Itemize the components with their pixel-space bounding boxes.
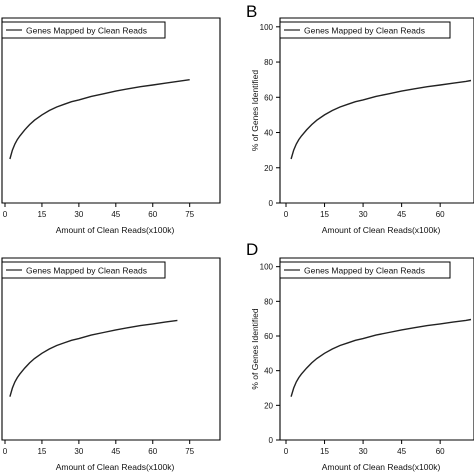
x-tick-label-d: 60 bbox=[436, 447, 445, 456]
panel-letter-b: B bbox=[246, 2, 257, 21]
x-tick-label-a: 0 bbox=[3, 210, 8, 219]
y-tick-label-b: 80 bbox=[264, 58, 273, 67]
x-tick-label-c: 15 bbox=[37, 447, 46, 456]
x-axis-title-b: Amount of Clean Reads(x100k) bbox=[322, 225, 441, 235]
series-line-b bbox=[290, 79, 472, 160]
x-axis-title-d: Amount of Clean Reads(x100k) bbox=[322, 462, 441, 472]
x-tick-label-a: 30 bbox=[74, 210, 83, 219]
x-tick-label-d: 30 bbox=[359, 447, 368, 456]
x-tick-label-b: 60 bbox=[436, 210, 445, 219]
x-tick-label-a: 45 bbox=[111, 210, 120, 219]
x-tick-label-c: 75 bbox=[185, 447, 194, 456]
x-tick-label-c: 60 bbox=[148, 447, 157, 456]
y-axis-title-b: % of Genes Identified bbox=[250, 70, 260, 152]
y-tick-label-b: 0 bbox=[269, 199, 274, 208]
y-tick-label-b: 40 bbox=[264, 129, 273, 138]
y-tick-label-d: 20 bbox=[264, 401, 273, 410]
plot-frame-b bbox=[279, 17, 474, 204]
y-tick-label-d: 40 bbox=[264, 367, 273, 376]
plot-frame-d bbox=[279, 257, 474, 441]
panel-d: 0 15 30 45 60 0 20 40 60 80 100 Amount of Clean Rea… bbox=[250, 257, 474, 472]
plot-frame-a bbox=[1, 17, 221, 204]
legend-label-b: Genes Mapped by Clean Reads bbox=[304, 26, 425, 36]
x-tick-label-a: 60 bbox=[148, 210, 157, 219]
legend-label-a: Genes Mapped by Clean Reads bbox=[26, 26, 147, 36]
x-tick-label-d: 45 bbox=[397, 447, 406, 456]
x-tick-label-b: 15 bbox=[320, 210, 329, 219]
panels-group: 0 15 30 45 60 75 Amount of Clean Reads(x100k) G… bbox=[1, 17, 474, 472]
x-tick-label-c: 45 bbox=[111, 447, 120, 456]
x-tick-label-a: 15 bbox=[37, 210, 46, 219]
legend-box-a bbox=[1, 21, 166, 39]
legend-label-c: Genes Mapped by Clean Reads bbox=[26, 266, 147, 276]
x-tick-label-d: 15 bbox=[320, 447, 329, 456]
y-tick-label-d: 100 bbox=[260, 263, 274, 272]
x-tick-label-c: 30 bbox=[74, 447, 83, 456]
panel-letter-d: D bbox=[246, 240, 258, 259]
legend-box-b bbox=[279, 21, 451, 39]
series-line-a bbox=[9, 79, 190, 160]
legend-b: Genes Mapped by Clean Reads bbox=[279, 21, 451, 39]
legend-a: Genes Mapped by Clean Reads bbox=[1, 21, 166, 39]
y-tick-label-b: 60 bbox=[264, 93, 273, 102]
series-line-d bbox=[290, 318, 472, 397]
panel-b: 0 15 30 45 60 0 20 40 60 80 100 Amount of Clean Rea… bbox=[250, 17, 474, 235]
y-tick-label-b: 100 bbox=[260, 23, 274, 32]
x-tick-label-c: 0 bbox=[3, 447, 8, 456]
legend-d: Genes Mapped by Clean Reads bbox=[279, 261, 451, 279]
x-tick-label-b: 45 bbox=[397, 210, 406, 219]
legend-box-c bbox=[1, 261, 166, 279]
legend-box-d bbox=[279, 261, 451, 279]
x-axis-title-c: Amount of Clean Reads(x100k) bbox=[56, 462, 175, 472]
series-line-c bbox=[9, 319, 178, 397]
panel-c: 0 15 30 45 60 75 Amount of Clean Reads(x100k) G… bbox=[1, 257, 221, 472]
x-tick-label-d: 0 bbox=[284, 447, 289, 456]
y-tick-label-b: 20 bbox=[264, 164, 273, 173]
panel-a: 0 15 30 45 60 75 Amount of Clean Reads(x100k) G… bbox=[1, 17, 221, 235]
legend-label-d: Genes Mapped by Clean Reads bbox=[304, 266, 425, 276]
x-axis-title-a: Amount of Clean Reads(x100k) bbox=[56, 225, 175, 235]
x-tick-label-b: 0 bbox=[284, 210, 289, 219]
y-tick-label-d: 80 bbox=[264, 297, 273, 306]
legend-c: Genes Mapped by Clean Reads bbox=[1, 261, 166, 279]
x-tick-label-a: 75 bbox=[185, 210, 194, 219]
y-tick-label-d: 0 bbox=[269, 436, 274, 445]
y-axis-title-d: % of Genes Identified bbox=[250, 308, 260, 390]
plot-frame-c bbox=[1, 257, 221, 441]
x-tick-label-b: 30 bbox=[359, 210, 368, 219]
y-tick-label-d: 60 bbox=[264, 332, 273, 341]
